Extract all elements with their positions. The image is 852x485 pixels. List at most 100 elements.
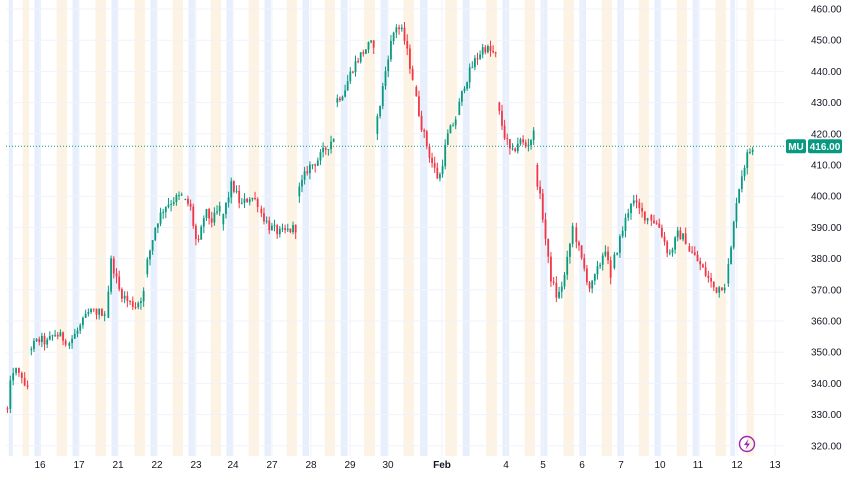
y-tick-label: 350.00 <box>811 348 842 359</box>
x-tick-label: 28 <box>305 460 317 471</box>
candle-body <box>676 230 679 238</box>
candle-body <box>197 238 200 240</box>
candle-body <box>92 308 95 310</box>
candle-body <box>240 202 243 204</box>
candle-body <box>115 273 118 277</box>
candle-body <box>15 367 17 374</box>
candle-body <box>281 228 284 230</box>
candle-body <box>607 251 609 261</box>
premarket-band <box>111 0 119 456</box>
candle-body <box>9 380 12 409</box>
candle-body <box>131 301 134 307</box>
y-axis[interactable]: 460.00 450.00 440.00 430.00 420.00 410.00 400.… <box>811 5 842 453</box>
candle-body <box>376 116 379 134</box>
candle-body <box>696 254 699 262</box>
candle-body <box>541 193 544 220</box>
candle-body <box>563 274 566 287</box>
y-tick-label: 370.00 <box>811 285 842 296</box>
candle-body <box>550 256 552 282</box>
premarket-band <box>188 0 196 456</box>
candle-body <box>436 167 439 179</box>
candle-body <box>248 199 251 203</box>
afterhours-band <box>403 0 414 456</box>
candle-body <box>621 230 624 237</box>
candle-body <box>560 286 563 292</box>
candle-body <box>292 224 294 233</box>
candle-body <box>322 147 325 153</box>
afterhours-band <box>638 0 649 456</box>
afterhours-band <box>746 0 754 456</box>
candle-body <box>494 52 497 54</box>
candle-body <box>170 203 173 205</box>
candle-body <box>213 212 216 223</box>
candle-body <box>172 202 175 204</box>
candle-body <box>121 289 123 299</box>
candle-body <box>452 125 454 127</box>
candle-body <box>38 339 41 342</box>
candle-body <box>511 148 514 150</box>
candle-body <box>428 146 431 158</box>
candle-body <box>658 223 661 228</box>
x-axis[interactable]: 16 17 21 22 23 24 27 28 29 30 Feb 4 5 6 7 10 11 12 13 <box>34 460 781 471</box>
candle-body <box>578 242 580 246</box>
candle-body <box>205 209 208 219</box>
candle-body <box>400 27 403 30</box>
afterhours-band <box>364 0 375 456</box>
candle-body <box>308 164 311 174</box>
candle-body <box>222 214 225 225</box>
candle-body <box>632 200 635 204</box>
candle-body <box>251 198 254 200</box>
candle-body <box>544 219 547 239</box>
candle-body <box>547 238 550 257</box>
candle-body <box>691 251 693 253</box>
candle-body <box>301 179 303 187</box>
y-tick-label: 430.00 <box>811 98 842 109</box>
candle-body <box>154 227 157 241</box>
candle-body <box>192 206 195 226</box>
candle-body <box>655 223 658 225</box>
candle-body <box>501 110 503 126</box>
afterhours-band <box>601 0 612 456</box>
candle-body <box>238 190 241 203</box>
premarket-band <box>420 0 428 456</box>
x-tick-label: 5 <box>540 460 546 471</box>
afterhours-band <box>563 0 574 456</box>
premarket-band <box>34 0 42 456</box>
candle-body <box>588 282 591 289</box>
candle-body <box>35 339 38 341</box>
candle-body <box>276 225 279 235</box>
candle-body <box>151 240 154 251</box>
lightning-icon-bolt <box>744 439 750 450</box>
candle-body <box>449 125 452 134</box>
premarket-band <box>72 0 80 456</box>
candle-body <box>583 257 586 269</box>
candle-body <box>395 27 398 33</box>
candle-body <box>101 308 103 316</box>
candle-body <box>126 295 129 301</box>
premarket-band <box>540 0 548 456</box>
candle-body <box>284 228 287 231</box>
lightning-icon[interactable] <box>738 435 756 453</box>
candle-body <box>370 40 372 43</box>
candle-body <box>51 335 54 337</box>
candle-body <box>294 224 297 233</box>
candle-body <box>643 211 646 221</box>
x-tick-label: 4 <box>503 460 509 471</box>
candle-body <box>62 332 64 341</box>
candle-body <box>671 249 674 253</box>
candle-body <box>566 256 569 275</box>
candle-body <box>474 58 476 68</box>
candle-body <box>103 314 106 316</box>
candle-body <box>463 88 466 91</box>
candle-body <box>712 281 715 288</box>
candle-body <box>48 336 51 340</box>
candle-body <box>666 241 669 254</box>
candle-body <box>6 408 9 410</box>
candle-body <box>263 213 265 222</box>
candle-body <box>630 203 632 214</box>
afterhours-band <box>286 0 297 456</box>
y-tick-label: 390.00 <box>811 223 842 234</box>
afterhours-band <box>324 0 335 456</box>
candle-body <box>530 139 532 146</box>
